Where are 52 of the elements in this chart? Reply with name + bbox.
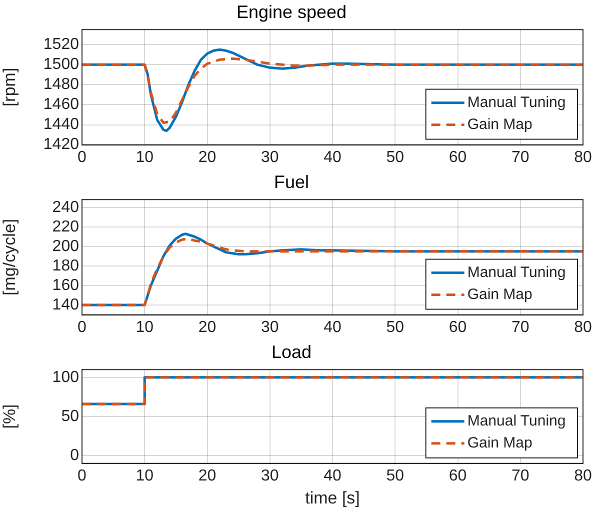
x-tick-label: 50 [386, 148, 404, 166]
y-tick-label: 1500 [43, 56, 80, 74]
x-tick-label: 20 [198, 318, 216, 336]
x-tick-label: 60 [448, 148, 467, 166]
legend-label: Gain Map [467, 286, 532, 303]
y-tick-label: 240 [52, 198, 80, 216]
legend-label: Manual Tuning [467, 412, 566, 430]
y-tick-label: 1520 [43, 36, 80, 54]
y-tick-label: 1420 [43, 136, 80, 154]
legend-label: Gain Map [467, 434, 532, 452]
y-tick-label: 1480 [43, 76, 80, 94]
y-tick-label: 100 [52, 368, 80, 386]
x-tick-label: 80 [574, 318, 592, 336]
x-tick-label: 70 [511, 318, 530, 336]
y-tick-label: 220 [52, 218, 80, 236]
x-tick-label: 30 [260, 467, 279, 484]
x-tick-label: 30 [260, 318, 279, 336]
x-tick-label: 80 [574, 148, 592, 166]
legend-label: Gain Map [467, 116, 532, 133]
y-tick-label: 1460 [43, 96, 80, 114]
x-tick-label: 20 [198, 467, 216, 484]
x-tick-label: 50 [386, 467, 404, 484]
y-tick-label: 1440 [43, 116, 80, 134]
x-tick-label: 10 [136, 318, 154, 336]
legend-label: Manual Tuning [467, 94, 566, 111]
x-tick-label: 20 [198, 148, 216, 166]
chart-title: Fuel [274, 172, 310, 192]
y-axis-title: [mg/cycle] [0, 218, 19, 296]
chart-title: Engine speed [236, 2, 347, 22]
x-tick-label: 60 [448, 318, 467, 336]
y-axis-title: [rpm] [0, 68, 19, 107]
x-tick-label: 40 [324, 148, 342, 166]
x-tick-label: 80 [574, 467, 592, 484]
x-tick-label: 10 [136, 467, 154, 484]
x-tick-label: 70 [511, 148, 530, 166]
y-tick-label: 200 [52, 238, 80, 255]
y-tick-label: 180 [52, 257, 80, 274]
x-tick-label: 70 [511, 467, 530, 484]
x-tick-label: 40 [324, 318, 342, 336]
chart-title: Load [271, 342, 312, 362]
x-tick-label: 30 [260, 148, 279, 166]
y-tick-label: 160 [52, 276, 80, 294]
x-tick-label: 50 [386, 318, 404, 336]
y-axis-title: [%] [0, 404, 19, 429]
x-axis-title: time [s] [305, 488, 360, 508]
y-tick-label: 50 [61, 408, 80, 425]
y-tick-label: 0 [70, 446, 80, 464]
legend-label: Manual Tuning [467, 264, 566, 281]
x-tick-label: 40 [324, 467, 342, 484]
y-tick-label: 140 [52, 296, 80, 314]
x-tick-label: 60 [448, 467, 467, 484]
x-tick-label: 10 [136, 148, 154, 166]
